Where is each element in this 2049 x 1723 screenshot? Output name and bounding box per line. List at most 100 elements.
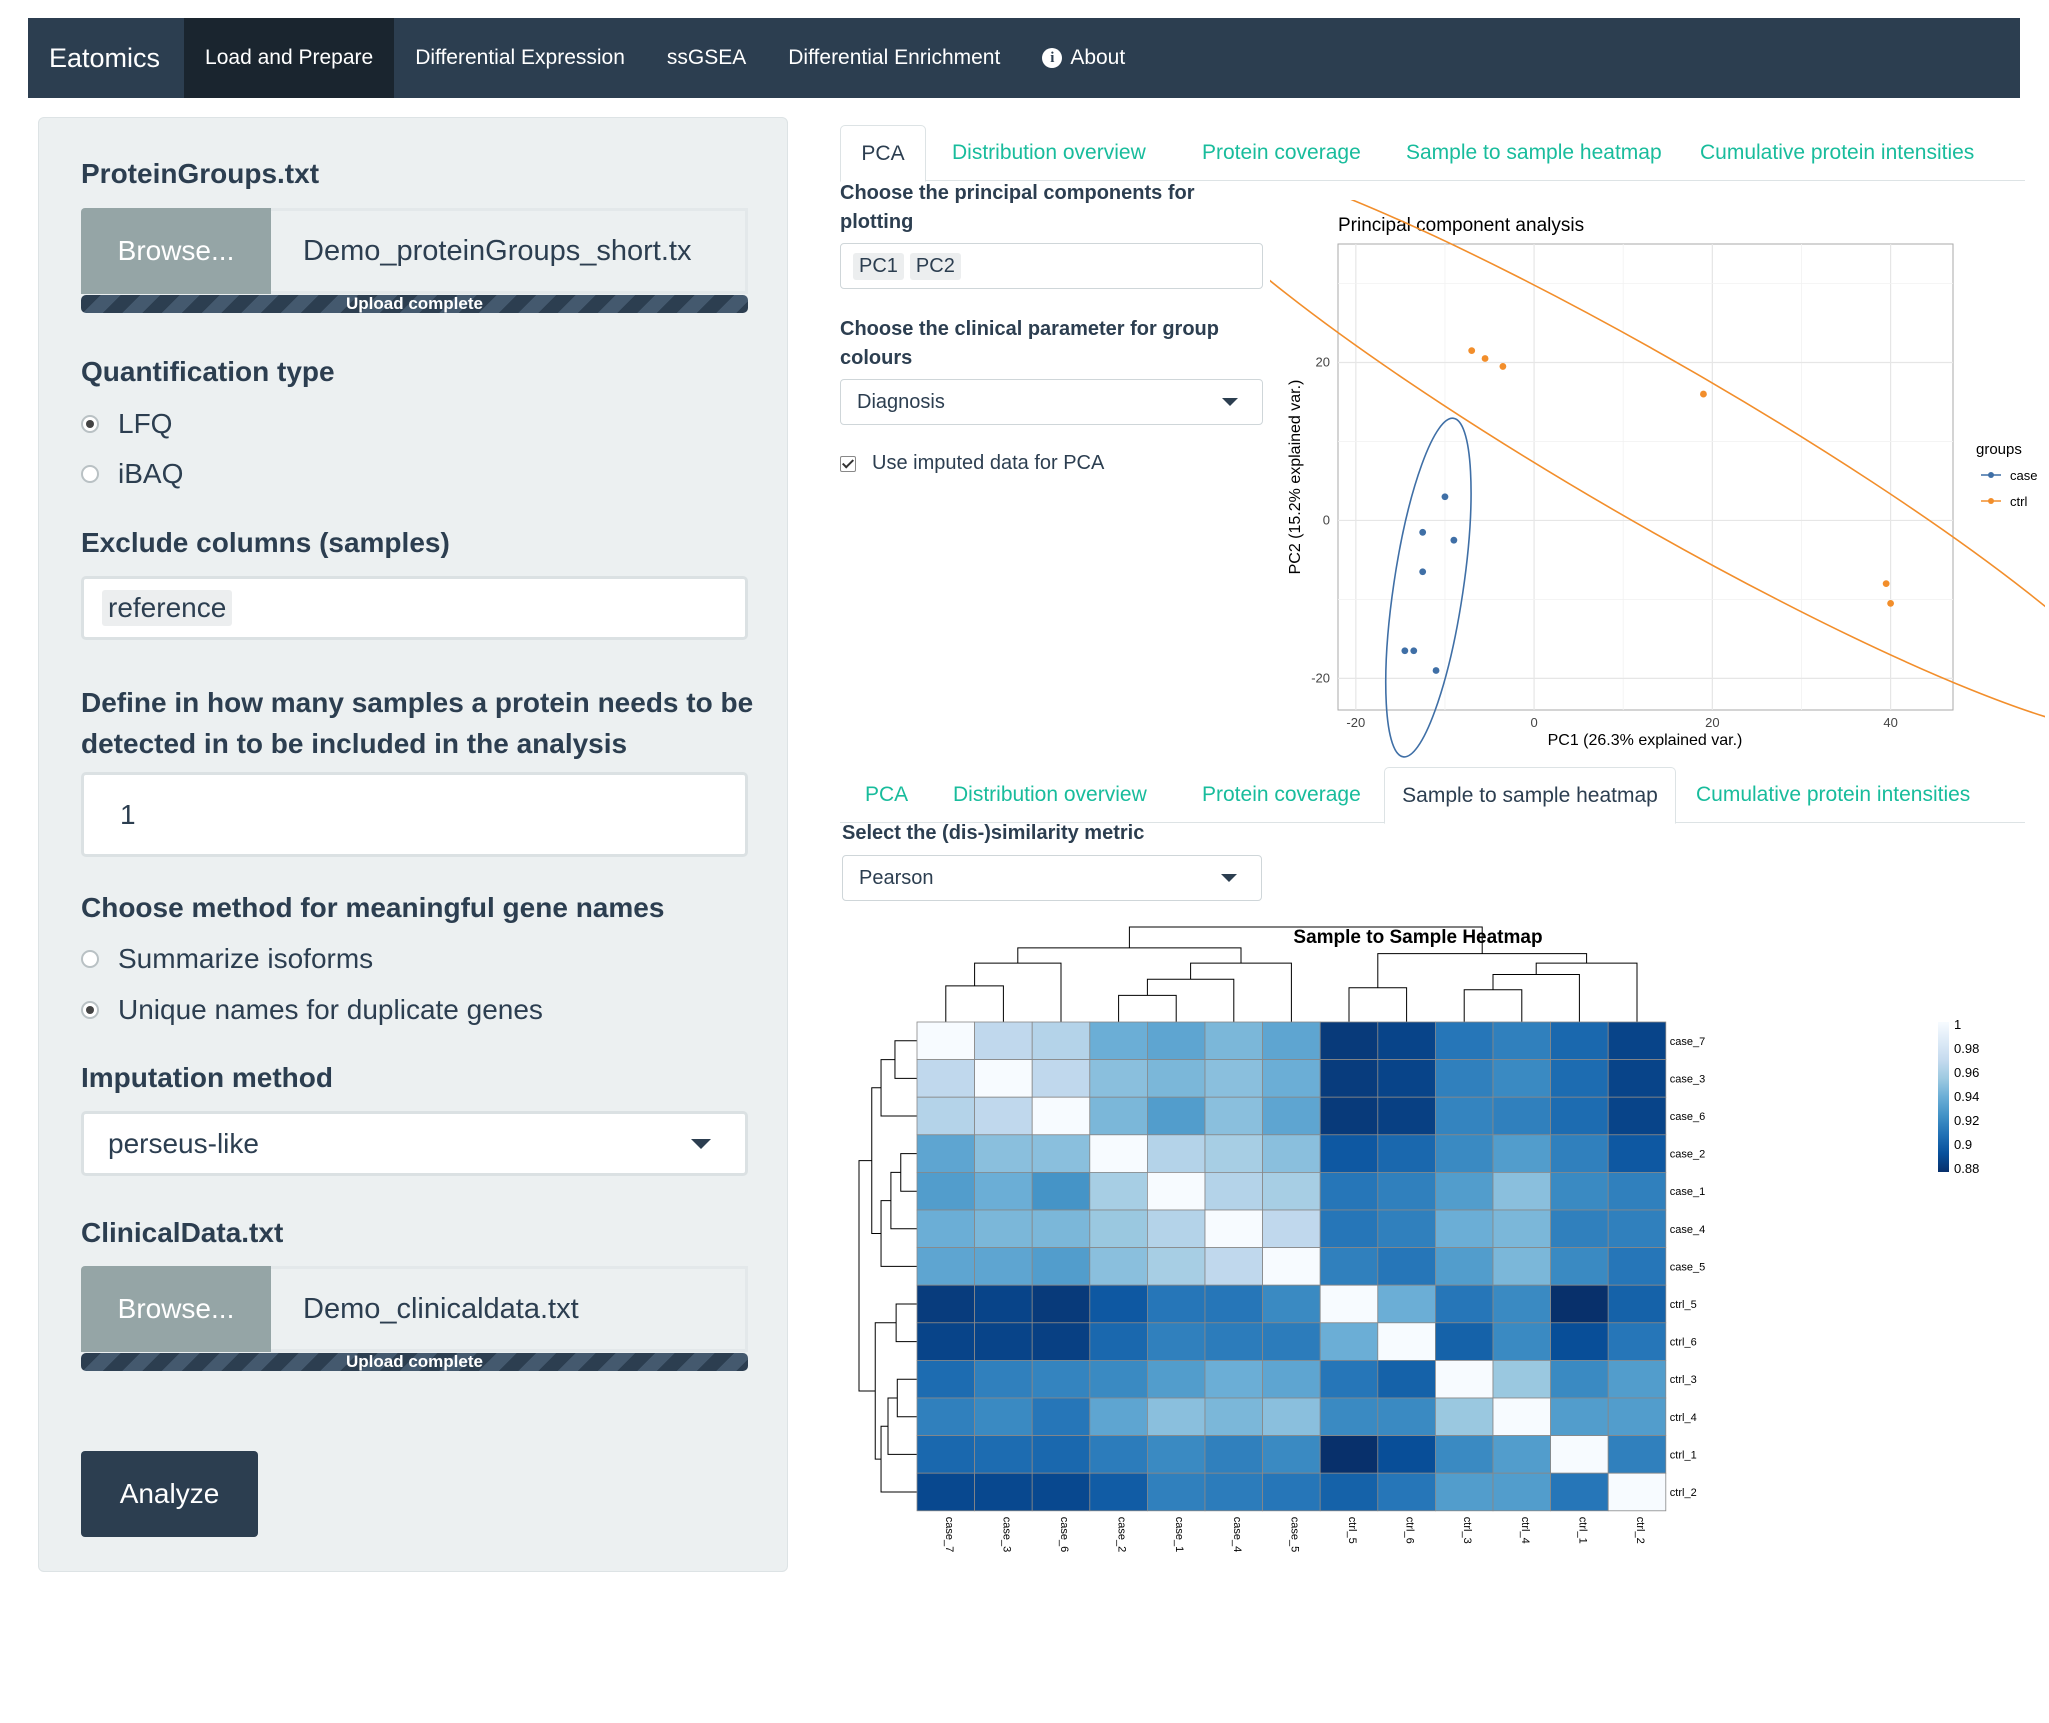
tab-cumulative-intensities[interactable]: Cumulative protein intensities <box>1696 783 1971 806</box>
tab-pca[interactable]: PCA <box>865 783 909 806</box>
browse-button[interactable]: Browse... <box>81 208 271 294</box>
heatmap-cell <box>1607 1322 1667 1361</box>
top-tabset: PCA Distribution overview Protein covera… <box>840 125 2025 182</box>
heatmap-cell <box>1262 1359 1321 1399</box>
column-label: ctrl_3 <box>1461 1517 1473 1544</box>
heatmap-cell <box>1031 1209 1091 1248</box>
tab-distribution-overview[interactable]: Distribution overview <box>952 141 1146 164</box>
tab-sample-heatmap[interactable]: Sample to sample heatmap <box>1384 767 1676 824</box>
heatmap-cell <box>1031 1021 1091 1060</box>
nav-about[interactable]: i About <box>1021 18 1146 98</box>
heatmap-cell <box>1607 1209 1667 1248</box>
heatmap-cell <box>974 1059 1033 1098</box>
tab-protein-coverage[interactable]: Protein coverage <box>1202 141 1361 164</box>
heatmap-cell <box>1435 1021 1494 1060</box>
tab-sample-heatmap[interactable]: Sample to sample heatmap <box>1406 141 1662 164</box>
ellipse-case <box>1384 417 1472 758</box>
heatmap-cell <box>1089 1096 1148 1136</box>
protein-groups-label: ProteinGroups.txt <box>81 158 320 189</box>
heatmap-cell <box>1204 1284 1263 1324</box>
file-name-field[interactable]: Demo_clinicaldata.txt <box>271 1266 748 1352</box>
imputation-method-select[interactable]: perseus-like <box>81 1111 748 1176</box>
heatmap-cell <box>1204 1397 1263 1436</box>
legend-tick-label: 0.96 <box>1954 1065 1979 1080</box>
heatmap-cell <box>1550 1134 1609 1173</box>
browse-button[interactable]: Browse... <box>81 1266 271 1352</box>
detection-threshold-input[interactable]: 1 <box>81 772 748 857</box>
exclude-columns-input[interactable]: reference <box>81 576 748 640</box>
radio-unique-names[interactable]: Unique names for duplicate genes <box>81 994 543 1026</box>
heatmap-cell <box>916 1209 975 1248</box>
point-ctrl <box>1700 390 1707 398</box>
column-label: case_2 <box>1116 1517 1128 1552</box>
pc-select-input[interactable]: PC1 PC2 <box>840 243 1263 289</box>
column-label: case_1 <box>1173 1517 1185 1552</box>
dendrogram-branch <box>1190 962 1292 1022</box>
heatmap-cell <box>916 1322 975 1361</box>
metric-select-label: Select the (dis-)similarity metric <box>842 822 1145 844</box>
imputation-method-label: Imputation method <box>81 1062 333 1093</box>
radio-ibaq[interactable]: iBAQ <box>81 458 183 490</box>
heatmap-cell <box>1319 1021 1379 1060</box>
heatmap-cell <box>1319 1096 1379 1136</box>
tab-pca[interactable]: PCA <box>840 125 926 182</box>
heatmap-cell <box>1550 1284 1609 1324</box>
analyze-button[interactable]: Analyze <box>81 1451 258 1537</box>
selected-tag[interactable]: reference <box>102 590 233 626</box>
point-case <box>1441 493 1449 501</box>
radio-button[interactable] <box>81 415 99 433</box>
heatmap-cell <box>1607 1284 1667 1324</box>
heatmap-cell <box>1031 1134 1091 1173</box>
heatmap-cell <box>1550 1322 1609 1361</box>
metric-select[interactable]: Pearson <box>842 855 1262 901</box>
nav-differential-expression[interactable]: Differential Expression <box>394 18 646 98</box>
selected-tag[interactable]: PC2 <box>909 252 961 280</box>
selected-tag[interactable]: PC1 <box>853 252 904 280</box>
y-tick-label: 0 <box>1323 512 1330 527</box>
heatmap-cell <box>1550 1209 1609 1248</box>
radio-lfq[interactable]: LFQ <box>81 408 172 440</box>
heatmap-cell <box>974 1322 1033 1361</box>
checkbox-label: Use imputed data for PCA <box>872 452 1105 474</box>
heatmap-cell <box>1031 1284 1091 1324</box>
file-name-field[interactable]: Demo_proteinGroups_short.tx <box>271 208 748 294</box>
checkbox[interactable] <box>840 455 856 472</box>
heatmap-cell <box>1607 1021 1667 1060</box>
heatmap-cell <box>1492 1247 1551 1286</box>
legend-tick-label: 0.92 <box>1954 1113 1979 1128</box>
clinical-data-label: ClinicalData.txt <box>81 1217 284 1248</box>
heatmap-cell <box>1319 1209 1379 1248</box>
radio-button[interactable] <box>81 465 99 483</box>
group-colour-select[interactable]: Diagnosis <box>840 379 1263 425</box>
nav-load-and-prepare[interactable]: Load and Prepare <box>184 18 395 98</box>
point-case <box>1432 667 1440 674</box>
brand-title[interactable]: Eatomics <box>49 43 161 73</box>
nav-differential-enrichment[interactable]: Differential Enrichment <box>767 18 1021 98</box>
tab-distribution-overview[interactable]: Distribution overview <box>953 783 1147 806</box>
heatmap-cell <box>1550 1472 1609 1512</box>
radio-button[interactable] <box>81 1001 99 1019</box>
radio-label: Summarize isoforms <box>118 943 374 974</box>
heatmap-cell <box>1089 1472 1148 1512</box>
column-label: case_6 <box>1058 1517 1070 1552</box>
heatmap-cell <box>1319 1247 1379 1286</box>
tab-cumulative-intensities[interactable]: Cumulative protein intensities <box>1700 141 1975 164</box>
heatmap-cell <box>916 1397 975 1436</box>
row-label: case_3 <box>1670 1073 1705 1085</box>
heatmap-cell <box>1319 1284 1379 1324</box>
nav-ssgsea[interactable]: ssGSEA <box>646 18 767 98</box>
heatmap-cell <box>1435 1247 1494 1286</box>
radio-button[interactable] <box>81 950 99 968</box>
select-value: Diagnosis <box>857 390 945 413</box>
imputed-data-checkbox-row[interactable]: Use imputed data for PCA <box>840 452 1104 475</box>
heatmap-cell <box>1031 1435 1091 1474</box>
group-colour-label: Choose the clinical parameter for group … <box>840 318 1219 369</box>
nav-label: ssGSEA <box>666 46 747 69</box>
heatmap-cell <box>1089 1435 1148 1474</box>
heatmap-cell <box>1031 1472 1091 1512</box>
heatmap-cell <box>1146 1209 1206 1248</box>
tab-protein-coverage[interactable]: Protein coverage <box>1202 783 1361 806</box>
radio-summarize-isoforms[interactable]: Summarize isoforms <box>81 943 373 975</box>
legend-case: case <box>1981 468 2037 483</box>
column-label: ctrl_1 <box>1576 1517 1588 1544</box>
